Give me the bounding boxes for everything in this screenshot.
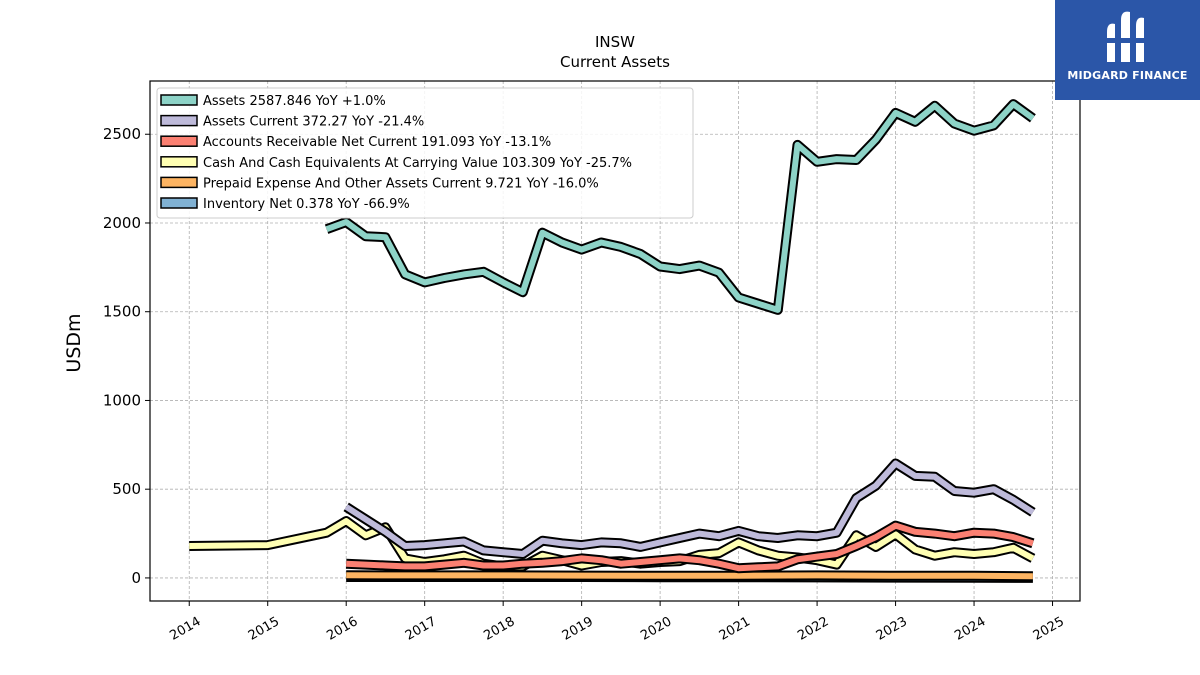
legend-entry: Inventory Net 0.378 YoY -66.9% [203, 197, 410, 212]
series-line-prepaid-expense-and-other-assets-current [346, 572, 1033, 580]
x-tick-label: 2016 [324, 614, 360, 644]
x-tick-label: 2015 [246, 614, 282, 644]
x-tick-label: 2022 [795, 614, 831, 644]
x-tick-label: 2017 [403, 614, 439, 644]
y-tick-label: 2000 [103, 214, 141, 232]
y-tick-label: 0 [131, 569, 141, 587]
legend: Assets 2587.846 YoY +1.0% Assets Current … [156, 87, 694, 219]
legend-swatch [160, 94, 198, 106]
midgard-logo: MIDGARD FINANCE [1055, 0, 1200, 100]
legend-box [156, 87, 694, 219]
legend-entry: Assets Current 372.27 YoY -21.4% [203, 115, 424, 130]
series-line-assets-current [344, 460, 1035, 557]
legend-entry: Prepaid Expense And Other Assets Current… [203, 176, 599, 191]
chart-subtitle: Current Assets [560, 53, 670, 71]
y-tick-label: 1000 [103, 391, 141, 409]
legend-swatch [160, 156, 198, 168]
x-tick-label: 2014 [167, 614, 203, 644]
x-tick-label: 2021 [717, 614, 753, 644]
logo-brand-text: MIDGARD FINANCE [1067, 69, 1188, 82]
y-tick-label: 2500 [103, 125, 141, 143]
x-tick-label: 2025 [1031, 614, 1067, 644]
x-tick-label: 2024 [952, 614, 988, 644]
legend-swatch [160, 176, 198, 189]
legend-entry: Accounts Receivable Net Current 191.093 … [203, 135, 551, 150]
x-tick-label: 2019 [560, 614, 596, 644]
midgard-logo-icon [1104, 11, 1148, 62]
y-axis-label: USDm [63, 313, 85, 372]
plot-frame [149, 80, 1081, 602]
x-tick-label: 2023 [874, 614, 910, 644]
y-tick-label: 500 [112, 480, 141, 498]
legend-swatch [160, 197, 198, 209]
legend-entry: Cash And Cash Equivalents At Carrying Va… [203, 156, 632, 171]
x-tick-label: 2020 [638, 614, 674, 644]
series-layer [189, 99, 1036, 583]
legend-swatch [160, 135, 198, 147]
y-tick-label: 1500 [103, 303, 141, 321]
x-tick-label: 2018 [481, 614, 517, 644]
series-line-assets [325, 101, 1035, 313]
series-line-accounts-receivable-net-current [346, 522, 1034, 572]
legend-swatch [160, 114, 198, 127]
legend-entry: Assets 2587.846 YoY +1.0% [203, 94, 386, 109]
chart-title: INSW [595, 33, 635, 51]
